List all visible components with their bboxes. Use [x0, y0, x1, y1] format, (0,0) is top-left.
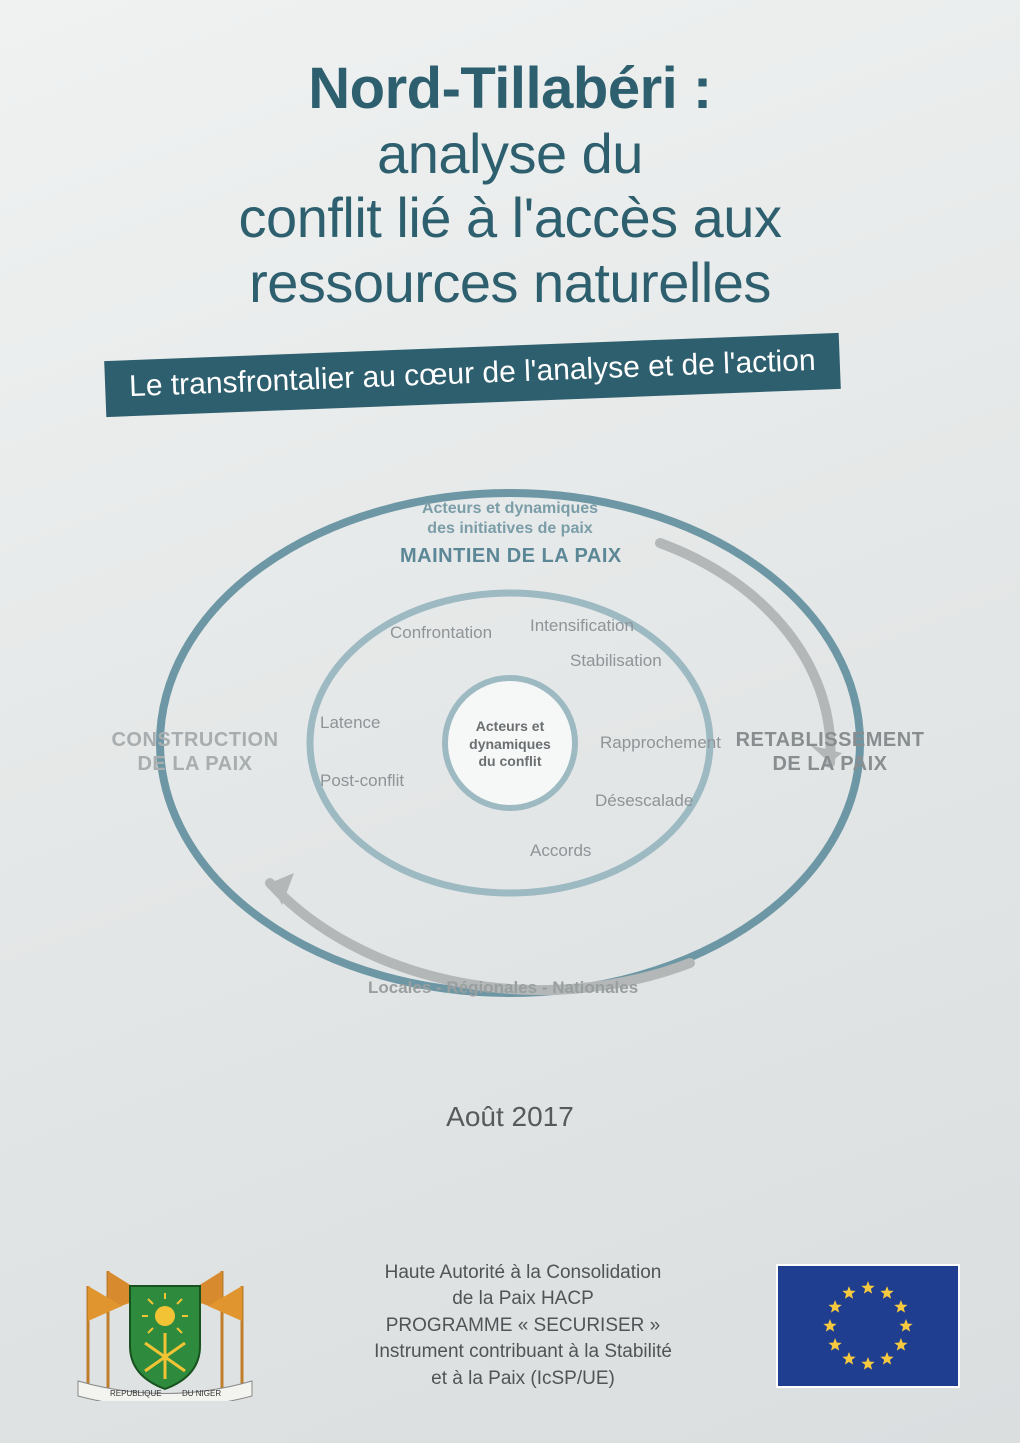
stage-desescalade: Désescalade [595, 791, 693, 811]
diagram-bottom-label: Locales - Régionales - Nationales [368, 978, 638, 998]
stage-intensification: Intensification [530, 616, 634, 636]
title-bold: Nord-Tillabéri : [0, 55, 1020, 122]
conflict-cycle-diagram: Acteurs et dynamiques des initiatives de… [130, 433, 890, 1073]
subtitle-text: Le transfrontalier au cœur de l'analyse … [129, 344, 817, 403]
svg-text:DU NIGER: DU NIGER [182, 1389, 221, 1398]
footer: REPUBLIQUE DU NIGER Haute Autorité à la … [0, 1251, 1020, 1401]
diagram-side-left: CONSTRUCTION DE LA PAIX [95, 728, 295, 776]
stage-post-conflit: Post-conflit [320, 771, 404, 791]
svg-text:REPUBLIQUE: REPUBLIQUE [110, 1389, 162, 1398]
niger-coat-of-arms-icon: REPUBLIQUE DU NIGER [60, 1251, 270, 1401]
publication-date: Août 2017 [0, 1101, 1020, 1133]
stage-confrontation: Confrontation [390, 623, 492, 643]
title-line3: ressources naturelles [0, 251, 1020, 315]
diagram-center-text: Acteurs et dynamiques du conflit [460, 718, 560, 771]
stage-stabilisation: Stabilisation [570, 651, 662, 671]
footer-text: Haute Autorité à la Consolidation de la … [270, 1260, 776, 1393]
title-block: Nord-Tillabéri : analyse du conflit lié … [0, 0, 1020, 315]
subtitle-banner: Le transfrontalier au cœur de l'analyse … [104, 333, 840, 417]
title-line1: analyse du [0, 122, 1020, 186]
stage-accords: Accords [530, 841, 591, 861]
diagram-top-small: Acteurs et dynamiques des initiatives de… [420, 499, 600, 539]
diagram-side-right: RETABLISSEMENT DE LA PAIX [725, 728, 935, 776]
stage-latence: Latence [320, 713, 381, 733]
title-line2: conflit lié à l'accès aux [0, 186, 1020, 250]
stage-rapprochement: Rapprochement [600, 733, 721, 753]
eu-flag-icon [776, 1264, 960, 1388]
diagram-heading-top: MAINTIEN DE LA PAIX [400, 545, 622, 568]
